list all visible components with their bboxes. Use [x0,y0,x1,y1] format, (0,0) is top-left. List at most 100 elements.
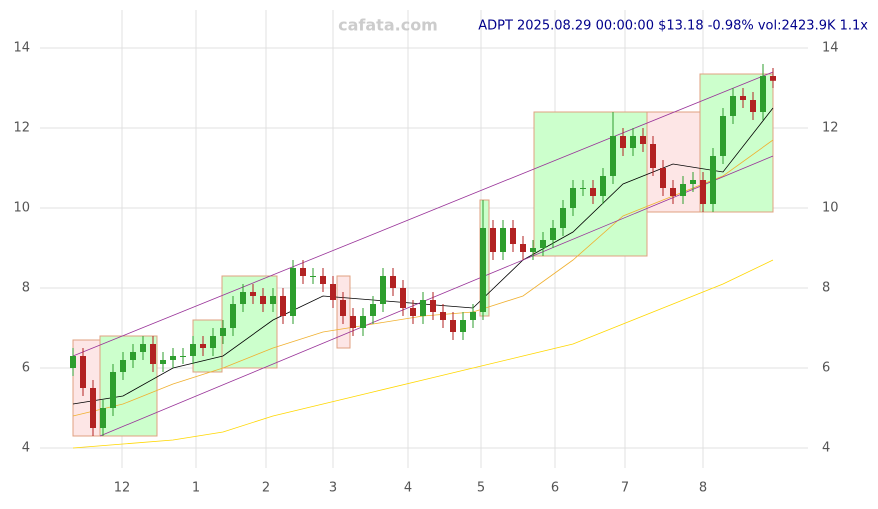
y-tick-label-right: 14 [822,41,839,56]
candle-body [440,312,446,320]
candle-body [110,372,116,408]
candle-body [140,344,146,352]
candle-body [590,188,596,196]
y-tick-label-right: 4 [822,441,830,456]
candle-body [660,168,666,188]
candle-body [70,356,76,368]
x-tick-label: 8 [699,481,707,496]
candle-body [760,76,766,112]
candle-body [300,268,306,276]
candle-body [640,136,646,144]
candle-body [410,308,416,316]
candle-body [180,356,186,357]
candle-body [580,188,586,189]
candle-body [560,208,566,228]
candle-body [460,320,466,332]
candle-body [370,304,376,316]
candle-body [570,188,576,208]
candle-body [90,388,96,428]
candle-body [240,292,246,304]
y-tick-label: 6 [22,361,30,376]
candle-body [650,144,656,168]
candle-body [190,344,196,356]
candle-body [550,228,556,240]
y-tick-label: 10 [13,201,30,216]
candle-body [700,180,706,204]
candle-body [310,276,316,277]
indicator-line [99,155,774,437]
candle-body [350,316,356,328]
candle-body [710,156,716,204]
candle-body [690,180,696,184]
candle-body [340,300,346,316]
candle-body [290,268,296,316]
x-tick-label: 1 [192,481,200,496]
candle-body [320,276,326,284]
watermark: cafata.com [338,16,438,35]
candle-body [270,296,276,304]
candle-body [530,248,536,252]
zone-box [99,335,158,437]
x-tick-label: 3 [329,481,337,496]
candle-body [480,228,486,312]
x-tick-label: 12 [114,481,131,496]
candle-body [600,176,606,196]
candle-body [540,240,546,248]
x-tick-label: 2 [262,481,270,496]
candle-body [160,360,166,364]
y-tick-label: 4 [22,441,30,456]
candle-body [610,136,616,176]
y-tick-label: 8 [22,281,30,296]
candle-body [670,188,676,196]
y-tick-label: 12 [13,121,30,136]
candle-body [150,344,156,364]
candle-body [730,96,736,116]
y-tick-label-right: 8 [822,281,830,296]
y-tick-label-right: 10 [822,201,839,216]
candle-body [400,288,406,308]
candle-body [250,292,256,296]
x-tick-label: 5 [477,481,485,496]
candle-body [230,304,236,328]
y-tick-label-right: 6 [822,361,830,376]
candle-body [750,100,756,112]
chart-title: ADPT 2025.08.29 00:00:00 $13.18 -0.98% v… [478,19,868,34]
candle-body [120,360,126,372]
candle-body [490,228,496,252]
candle-body [380,276,386,304]
x-tick-label: 6 [551,481,559,496]
zone-box [192,319,223,373]
candle-body [720,116,726,156]
candle-body [200,344,206,348]
indicator-line [72,259,774,449]
candle-body [470,312,476,320]
indicator-line [72,71,774,357]
candle-body [430,300,436,312]
candle-body [450,320,456,332]
candle-body [680,184,686,196]
y-tick-label-right: 12 [822,121,839,136]
candle-body [500,228,506,252]
candle-body [630,136,636,148]
candle-body [620,136,626,148]
candle-body [390,276,396,288]
candle-body [420,300,426,316]
candle-body [740,96,746,100]
candle-body [510,228,516,244]
candle-body [520,244,526,252]
candle-body [260,296,266,304]
candle-body [130,352,136,360]
candle-body [360,316,366,328]
candle-body [770,76,776,81]
candle-body [170,356,176,360]
candle-body [220,328,226,336]
x-tick-label: 4 [404,481,412,496]
x-tick-label: 7 [621,481,629,496]
candle-body [80,356,86,388]
candle-body [280,296,286,316]
candle-body [330,284,336,300]
y-tick-label: 14 [13,41,30,56]
candle-body [100,408,106,428]
candle-body [210,336,216,348]
